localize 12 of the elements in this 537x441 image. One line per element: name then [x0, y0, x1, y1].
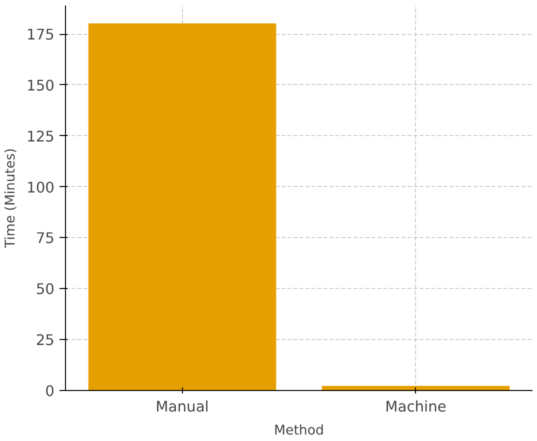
y-axis-title: Time (Minutes): [4, 148, 19, 249]
y-tick-label: 50: [36, 281, 55, 298]
y-tick-label: 125: [26, 128, 55, 146]
y-tick-label: 175: [26, 26, 55, 44]
y-tick-label: 150: [26, 77, 55, 94]
x-axis-title: Method: [274, 424, 324, 438]
y-tick-label: 0: [45, 383, 55, 400]
x-tick-label: Machine: [385, 398, 446, 416]
y-tick-label: 75: [36, 230, 55, 248]
y-tick-label: 25: [36, 332, 55, 350]
y-tick-label: 100: [26, 179, 55, 196]
x-tick-label: Manual: [156, 398, 209, 416]
